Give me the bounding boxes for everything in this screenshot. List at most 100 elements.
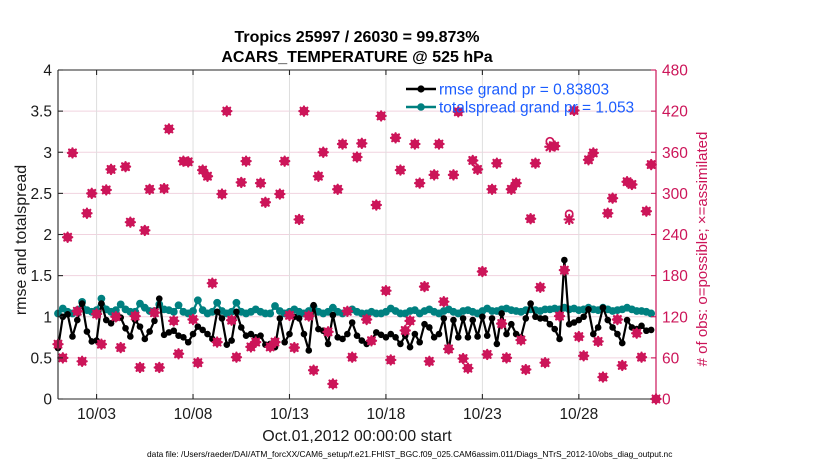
legend-item-totalspread: totalspread grand pr = 1.053 — [406, 100, 634, 117]
obs-assimilated-marker — [462, 362, 474, 374]
rmse-point — [421, 320, 428, 328]
y-right-tick-label: 240 — [662, 227, 688, 244]
obs-assimilated-marker — [399, 324, 411, 337]
x-tick-label: 10/28 — [559, 406, 598, 423]
obs-assimilated-marker — [100, 184, 112, 196]
obs-assimilated-marker — [524, 213, 537, 225]
rmse-point — [522, 315, 530, 322]
rmse-point — [286, 330, 293, 338]
rmse-point — [339, 335, 346, 343]
rmse-point — [228, 337, 235, 344]
y-left-tick-label: 2.5 — [30, 186, 52, 203]
rmse-point — [469, 316, 477, 324]
rmse-point — [127, 333, 134, 340]
rmse-point — [498, 310, 505, 317]
rmse-point — [464, 334, 472, 341]
rmse-point — [199, 326, 206, 334]
obs-assimilated-marker — [438, 295, 450, 308]
obs-assimilated-marker — [418, 280, 431, 293]
obs-assimilated-marker — [356, 137, 368, 150]
obs-assimilated-marker — [486, 183, 498, 195]
y-left-tick-label: 3.5 — [30, 104, 52, 121]
rmse-point — [257, 332, 264, 339]
obs-assimilated-marker — [250, 336, 262, 348]
obs-assimilated-marker — [428, 169, 440, 181]
rmse-point — [406, 343, 414, 351]
obs-assimilated-marker — [269, 336, 281, 348]
rmse-point — [73, 316, 81, 324]
obs-assimilated-marker — [221, 105, 233, 117]
y-right-tick-label: 180 — [662, 268, 688, 285]
rmse-point — [122, 324, 129, 332]
obs-assimilated-marker — [240, 155, 252, 167]
obs-assimilated-marker — [143, 183, 156, 195]
obs-assimilated-marker — [293, 213, 305, 226]
obs-assimilated-marker — [365, 335, 378, 347]
obs-assimilated-marker — [351, 151, 363, 163]
obs-assimilated-marker — [346, 351, 358, 363]
y-left-tick-label: 2 — [43, 227, 52, 244]
rmse-point — [488, 315, 496, 322]
obs-assimilated-marker — [476, 265, 489, 278]
obs-assimilated-marker — [515, 334, 527, 346]
obs-assimilated-marker — [105, 163, 117, 176]
obs-assimilated-marker — [114, 341, 127, 354]
obs-assimilated-marker — [298, 105, 310, 117]
legend: rmse grand pr = 0.83803 totalspread gran… — [406, 82, 634, 117]
rmse-point — [536, 315, 544, 322]
obs-assimilated-marker — [409, 138, 421, 150]
obs-assimilated-marker — [129, 310, 141, 322]
totalspread-point — [647, 309, 656, 318]
obs-assimilated-marker — [370, 199, 382, 211]
y-right-tick-label: 420 — [662, 104, 688, 121]
obs-assimilated-marker — [611, 313, 624, 326]
obs-assimilated-marker — [225, 314, 238, 326]
rmse-point — [98, 300, 105, 307]
rmse-point — [204, 330, 211, 338]
obs-assimilated-marker — [110, 311, 122, 323]
rmse-point — [151, 317, 158, 325]
rmse-point — [78, 300, 86, 307]
obs-assimilated-marker — [327, 378, 339, 390]
obs-assimilated-marker — [500, 352, 513, 364]
totalspread-point — [169, 307, 178, 316]
rmse-point — [102, 316, 110, 324]
obs-assimilated-marker — [230, 351, 243, 363]
obs-assimilated-marker — [563, 213, 575, 226]
obs-assimilated-marker — [196, 164, 209, 176]
obs-assimilated-marker — [621, 176, 633, 188]
obs-assimilated-marker — [602, 207, 614, 219]
obs-assimilated-marker — [259, 196, 272, 208]
obs-assimilated-marker — [61, 231, 74, 243]
obs-assimilated-marker — [645, 158, 657, 171]
rmse-point — [329, 311, 337, 319]
rmse-point — [155, 295, 163, 302]
axis-ticks: 0 0.5 1 1.5 2 2.5 3 3.5 4 0 60 120 180 240 300 360 420 48… — [30, 63, 688, 424]
totalspread-point — [271, 302, 279, 310]
y-right-tick-label: 300 — [662, 186, 688, 203]
rmse-point — [647, 326, 655, 334]
totalspread-series — [54, 294, 656, 318]
obs-assimilated-marker — [206, 277, 219, 289]
rmse-point — [614, 330, 621, 338]
data-file-footer: data file: /Users/raeder/DAI/ATM_forcXX/… — [147, 449, 672, 459]
obs-assimilated-marker — [442, 343, 455, 355]
rmse-point — [300, 330, 308, 338]
rmse-point — [454, 334, 462, 341]
rmse-point — [541, 315, 549, 322]
obs-assimilated-marker — [467, 154, 479, 167]
rmse-point — [479, 313, 486, 321]
rmse-series — [54, 256, 655, 354]
y-right-tick-label: 360 — [662, 145, 688, 162]
rmse-point — [281, 338, 288, 346]
rmse-point — [83, 328, 91, 335]
rmse-point — [387, 330, 395, 338]
obs-assimilated-marker — [534, 281, 546, 293]
rmse-point — [575, 316, 583, 324]
obs-assimilated-marker — [322, 326, 334, 338]
obs-assimilated-marker — [539, 356, 551, 369]
rmse-point — [194, 323, 202, 330]
rmse-point — [604, 316, 612, 324]
obs-assimilated-marker — [626, 178, 638, 191]
rmse-point — [561, 256, 568, 264]
